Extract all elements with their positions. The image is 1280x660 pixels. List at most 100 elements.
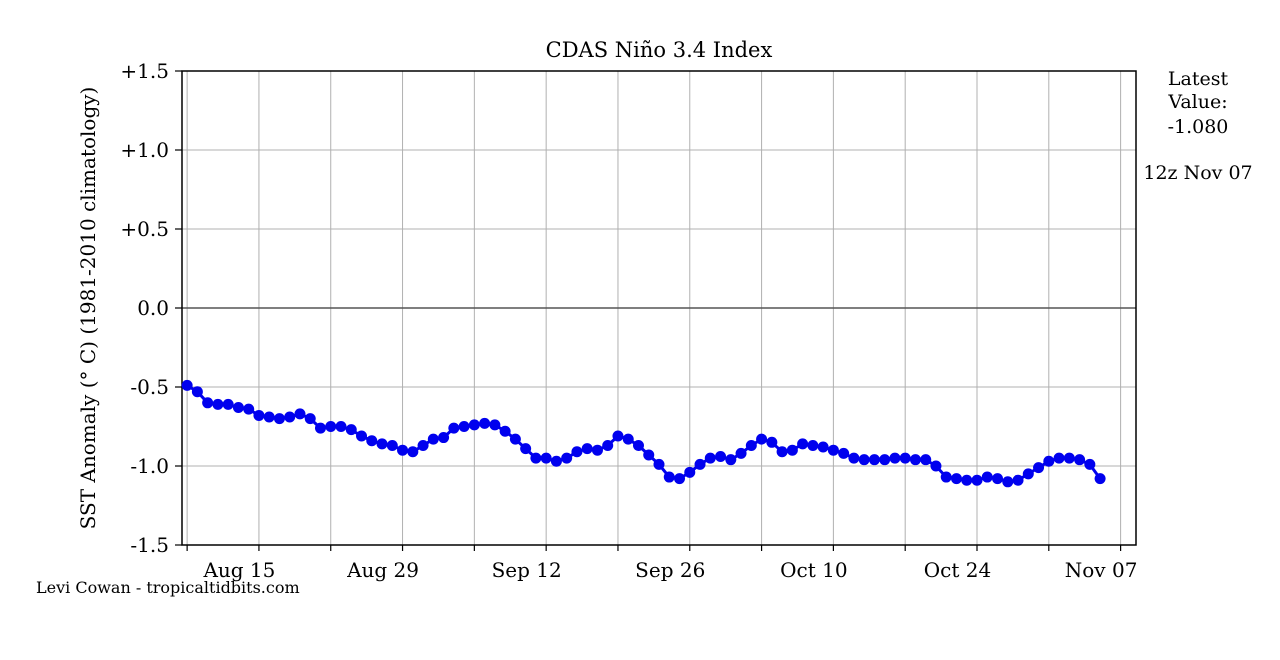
x-tick-label: Oct 10 [780, 558, 847, 582]
data-point [232, 402, 244, 414]
data-point [386, 439, 398, 451]
data-point [335, 421, 347, 432]
credit-text: Levi Cowan - tropicaltidbits.com [36, 578, 300, 597]
y-axis-label: SST Anomaly (° C) (1981-2010 climatology… [76, 87, 100, 530]
data-point [284, 411, 296, 423]
data-point [745, 439, 757, 451]
data-point [458, 421, 470, 432]
data-point [499, 425, 511, 437]
series-line [181, 379, 1106, 488]
y-tick-label: -0.5 [130, 375, 169, 399]
data-point [489, 419, 501, 431]
data-point [294, 408, 306, 420]
latest-valid-time: 12z Nov 07 [1143, 162, 1253, 184]
data-point [509, 433, 521, 445]
data-point [879, 454, 891, 466]
data-point [1074, 454, 1086, 466]
data-point [735, 447, 747, 459]
data-point [591, 444, 603, 456]
data-point [1094, 473, 1106, 485]
latest-value: -1.080 [1167, 116, 1229, 138]
data-point [304, 413, 316, 425]
data-point [448, 422, 460, 434]
data-point [807, 439, 819, 451]
data-point [479, 417, 491, 429]
y-tick-label: +1.5 [120, 59, 169, 83]
data-point [540, 452, 552, 464]
data-point [1002, 476, 1014, 488]
data-point [827, 444, 839, 456]
data-point [858, 454, 870, 466]
data-point [345, 424, 357, 436]
x-tick-label: Oct 24 [924, 558, 991, 582]
data-point [438, 432, 450, 444]
data-point [407, 446, 419, 458]
data-point [786, 444, 798, 456]
y-tick-label: -1.0 [130, 454, 169, 478]
x-tick-label: Sep 26 [635, 558, 705, 582]
data-point [643, 449, 655, 461]
data-point [202, 397, 214, 409]
data-point [899, 452, 911, 464]
data-point [243, 403, 255, 415]
data-point [981, 471, 993, 483]
data-point [817, 441, 829, 453]
data-point [222, 398, 234, 410]
data-point [1063, 452, 1075, 464]
series-path [186, 384, 1102, 484]
data-point [1043, 455, 1055, 467]
data-point [694, 458, 706, 470]
data-point [1033, 462, 1045, 474]
y-axis: +1.5 +1.0 +0.5 0.0 -0.5 -1.0 -1.5 [120, 59, 182, 557]
data-point [1012, 474, 1024, 486]
data-point [930, 460, 942, 472]
data-point [756, 433, 768, 445]
data-point [417, 439, 429, 451]
data-point [366, 435, 378, 447]
data-point [181, 379, 193, 391]
data-point [632, 439, 644, 451]
data-point [909, 454, 921, 466]
x-tick-label: Nov 07 [1065, 558, 1138, 582]
data-point [263, 411, 275, 423]
data-point [684, 466, 696, 478]
data-point [797, 438, 809, 450]
data-point [950, 473, 962, 485]
data-point [940, 471, 952, 483]
y-tick-label: 0.0 [137, 296, 169, 320]
data-point [530, 452, 542, 464]
data-point [520, 443, 532, 455]
x-tick-label: Aug 15 [202, 558, 275, 582]
data-point [550, 455, 562, 467]
data-point [961, 474, 973, 486]
data-point [356, 430, 368, 442]
data-point [612, 430, 624, 442]
data-point [1022, 468, 1034, 480]
data-point [725, 454, 737, 466]
x-axis: Aug 15 Aug 29 Sep 12 Sep 26 Oct 10 Oct 24 Nov … [186, 545, 1138, 582]
x-tick-label: Aug 29 [346, 558, 419, 582]
data-point [253, 409, 265, 421]
data-point [663, 471, 675, 483]
data-point [1084, 458, 1096, 470]
data-point [561, 452, 573, 464]
data-point [889, 452, 901, 464]
data-point [1053, 452, 1065, 464]
data-point [397, 444, 409, 456]
data-point [715, 451, 727, 463]
data-point [971, 474, 983, 486]
data-point [191, 386, 203, 398]
data-point [653, 458, 665, 470]
data-point [314, 422, 326, 434]
chart-title: CDAS Niño 3.4 Index [546, 38, 773, 62]
y-tick-label: -1.5 [130, 533, 169, 557]
x-tick-label: Sep 12 [492, 558, 562, 582]
data-point [468, 419, 480, 431]
data-point [776, 446, 788, 458]
data-point [766, 436, 778, 448]
data-point [212, 398, 224, 410]
data-point [920, 454, 932, 466]
latest-value-label: Latest Value: [1167, 68, 1229, 113]
data-point [427, 433, 439, 445]
